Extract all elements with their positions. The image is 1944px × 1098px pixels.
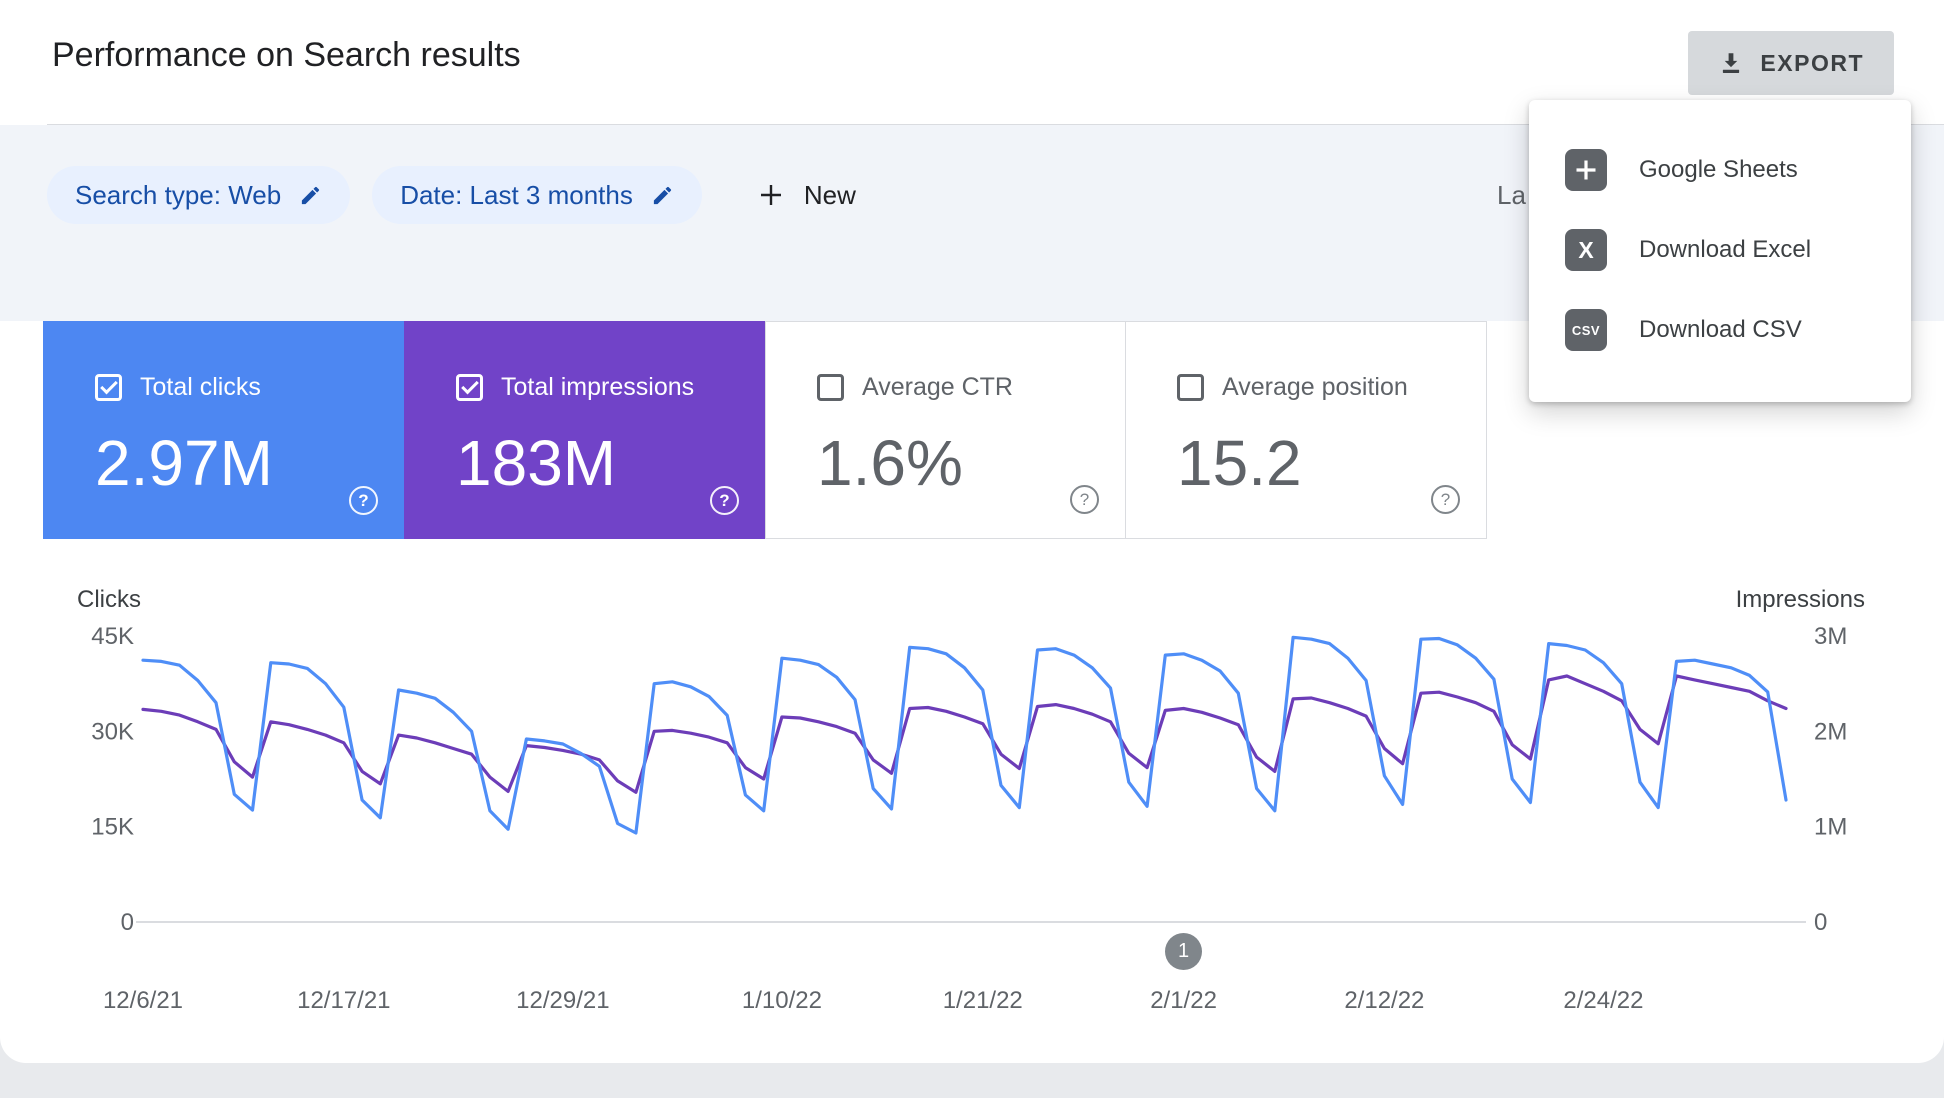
metric-card-total-clicks[interactable]: Total clicks 2.97M (43, 321, 404, 539)
left-axis-tick: 15K (91, 814, 134, 841)
date-range-chip[interactable]: Date: Last 3 months (372, 166, 702, 224)
metric-label: Average CTR (862, 373, 1013, 401)
date-range-chip-label: Date: Last 3 months (400, 179, 633, 210)
average-ctr-checkbox[interactable] (817, 374, 844, 401)
x-axis-label: 12/6/21 (103, 987, 183, 1014)
right-axis-tick: 3M (1814, 623, 1847, 650)
right-axis-tick: 1M (1814, 814, 1847, 841)
metric-value: 2.97M (95, 427, 273, 499)
csv-icon-letters: CSV (1571, 322, 1601, 338)
x-axis-label: 1/10/22 (742, 987, 822, 1014)
last-updated-text-clipped: La (1497, 180, 1526, 210)
metric-card-total-impressions[interactable]: Total impressions 183M (404, 321, 765, 539)
metric-card-average-position[interactable]: Average position 15.2 (1126, 321, 1487, 539)
help-icon[interactable] (1070, 485, 1099, 514)
export-button[interactable]: EXPORT (1688, 31, 1894, 95)
edit-pencil-icon (299, 184, 322, 207)
excel-icon-letter: X (1578, 236, 1594, 263)
x-axis-label: 12/17/21 (297, 987, 390, 1014)
left-axis-title: Clicks (77, 586, 141, 613)
metric-label: Average position (1222, 373, 1408, 401)
pagination-page-1[interactable]: 1 (1165, 933, 1203, 970)
menu-item-download-excel[interactable]: X Download Excel (1529, 210, 1911, 290)
search-type-chip[interactable]: Search type: Web (47, 166, 351, 224)
menu-item-google-sheets[interactable]: Google Sheets (1529, 130, 1911, 210)
metric-value: 1.6% (817, 427, 963, 499)
right-axis-tick: 0 (1814, 909, 1827, 936)
metric-label: Total clicks (140, 373, 261, 401)
menu-item-label: Download CSV (1639, 316, 1802, 343)
total-impressions-checkbox[interactable] (456, 374, 483, 401)
left-axis-tick: 45K (91, 623, 134, 650)
search-type-chip-label: Search type: Web (75, 179, 282, 210)
performance-chart: 45K 30K 15K 0 3M 2M 1M 0 12/6/21 12/17/21 12/29/21… (91, 623, 1847, 1014)
x-axis-label: 12/29/21 (516, 987, 609, 1014)
page-title: Performance on Search results (52, 36, 521, 74)
new-filter-label: New (803, 179, 856, 210)
export-button-label: EXPORT (1760, 49, 1864, 76)
right-axis-title: Impressions (1735, 586, 1865, 613)
average-position-checkbox[interactable] (1177, 374, 1204, 401)
left-axis-tick: 0 (121, 909, 134, 936)
menu-item-label: Google Sheets (1639, 156, 1798, 183)
excel-icon: X (1565, 229, 1607, 271)
plus-icon (756, 180, 786, 210)
impressions-line (141, 674, 1788, 794)
left-axis-tick: 30K (91, 718, 134, 745)
menu-item-download-csv[interactable]: CSV Download CSV (1529, 290, 1911, 370)
x-axis-label: 2/24/22 (1563, 987, 1643, 1014)
right-axis-tick: 2M (1814, 718, 1847, 745)
metric-value: 183M (456, 427, 617, 499)
csv-icon: CSV (1565, 309, 1607, 351)
metric-label: Total impressions (501, 373, 695, 401)
export-menu: Google Sheets X Download Excel CSV Downl… (1529, 100, 1911, 402)
filter-bar: Search type: Web Date: Last 3 months New (47, 166, 862, 224)
clicks-line (141, 635, 1788, 835)
x-axis-label: 2/1/22 (1150, 987, 1217, 1014)
edit-pencil-icon (651, 184, 674, 207)
metric-cards-row: Total clicks 2.97M Total impressions 183… (43, 321, 1487, 539)
metric-value: 15.2 (1177, 427, 1302, 499)
google-sheets-icon (1565, 149, 1607, 191)
total-clicks-checkbox[interactable] (95, 374, 122, 401)
help-icon[interactable] (710, 486, 739, 515)
new-filter-button[interactable]: New (750, 179, 862, 212)
menu-item-label: Download Excel (1639, 236, 1812, 263)
x-axis-label: 1/21/22 (943, 987, 1023, 1014)
metric-card-average-ctr[interactable]: Average CTR 1.6% (765, 321, 1126, 539)
help-icon[interactable] (349, 486, 378, 515)
x-axis-label: 2/12/22 (1344, 987, 1424, 1014)
help-icon[interactable] (1431, 485, 1460, 514)
download-icon (1718, 50, 1744, 76)
header-divider (47, 124, 1944, 125)
